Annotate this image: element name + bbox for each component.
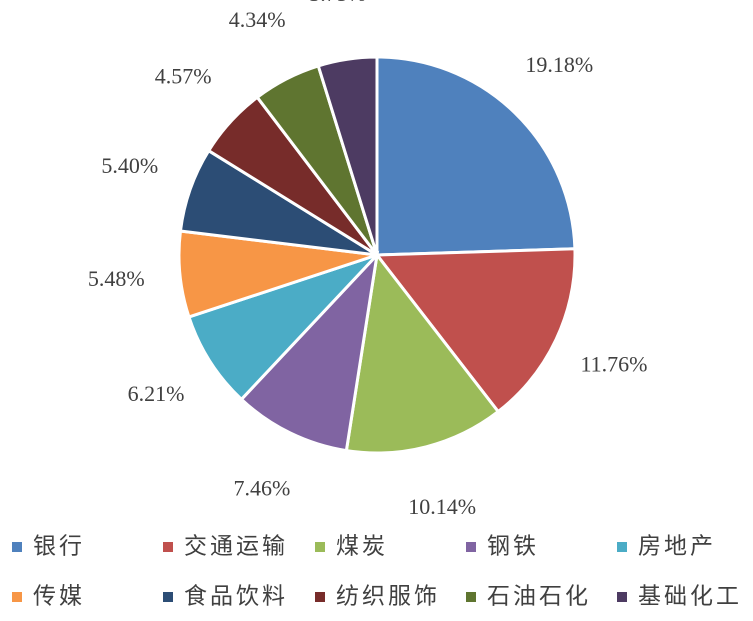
data-label: 11.76% (580, 352, 647, 377)
data-label: 3.75% (309, 0, 366, 6)
data-label: 7.46% (234, 475, 291, 500)
legend-swatch (12, 592, 22, 602)
legend-label: 交通运输 (184, 534, 288, 560)
data-label: 4.57% (155, 64, 212, 89)
legend-label: 食品饮料 (184, 584, 288, 610)
legend-label: 传媒 (33, 584, 85, 610)
legend-swatch (163, 542, 173, 552)
legend-swatch (12, 542, 22, 552)
pie-slice (316, 55, 379, 256)
pie-slice (187, 253, 379, 402)
legend-swatch (466, 542, 476, 552)
legend-label: 纺织服饰 (336, 584, 440, 610)
legend-label: 钢铁 (487, 534, 539, 560)
legend-swatch (315, 542, 325, 552)
data-label: 19.18% (525, 52, 593, 77)
pie-slice (374, 247, 577, 414)
legend-label: 房地产 (638, 534, 716, 560)
legend-swatch (617, 592, 627, 602)
data-label: 4.34% (229, 7, 286, 32)
legend-swatch (617, 542, 627, 552)
data-label: 5.48% (88, 266, 145, 291)
legend-label: 石油石化 (487, 584, 591, 610)
data-label: 5.40% (101, 153, 158, 178)
legend-label: 基础化工 (638, 584, 742, 610)
legend-swatch (315, 592, 325, 602)
legend-swatch (466, 592, 476, 602)
legend-label: 煤炭 (336, 534, 388, 560)
pie-slice (239, 250, 380, 453)
data-label: 10.14% (408, 494, 476, 519)
legend-swatch (163, 592, 173, 602)
legend-label: 银行 (33, 534, 85, 560)
data-label: 6.21% (128, 381, 185, 406)
pie-slice (375, 55, 577, 257)
pie-slice (344, 251, 501, 455)
